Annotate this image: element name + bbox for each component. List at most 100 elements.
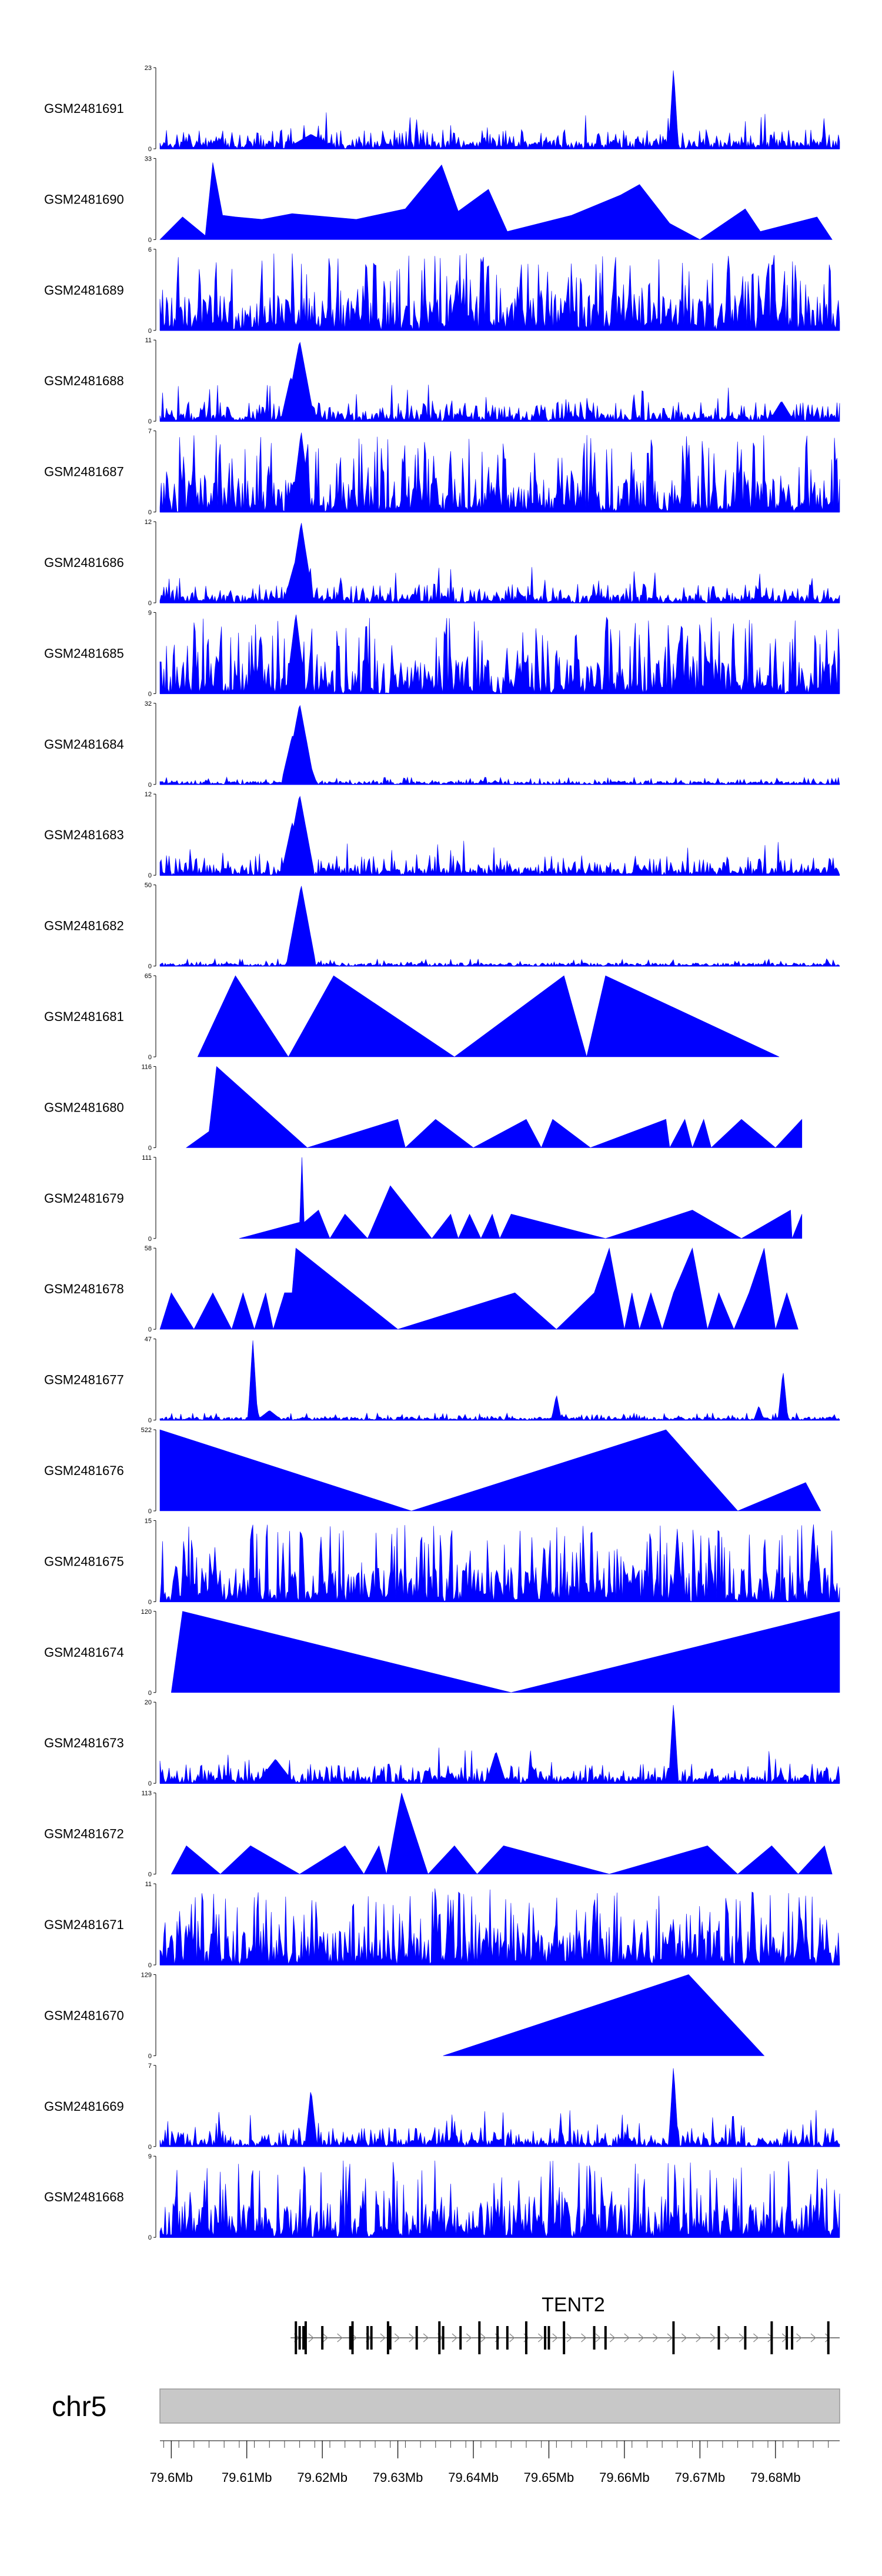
track-signal-area [171,1611,840,1693]
gene-exon [415,2326,418,2350]
axis-tick-label: 79.68Mb [750,2470,801,2485]
gene-exon [672,2321,675,2354]
strand-arrow [825,2333,831,2343]
track-GSM2481669: GSM2481669 7 0 [44,2063,840,2151]
gene-exon [544,2326,547,2350]
gene-exon [442,2326,445,2350]
track-label: GSM2481668 [44,2190,124,2204]
chromosome-ideogram: chr5 [52,2388,840,2424]
track-signal-area [159,705,840,785]
track-GSM2481687: GSM2481687 7 0 [44,428,840,516]
track-label: GSM2481676 [44,1463,124,1478]
track-ymin-label: 0 [148,963,152,970]
track-ymin-label: 0 [148,1508,152,1515]
track-signal-area [159,886,840,967]
track-label: GSM2481691 [44,101,124,116]
gene-exon [298,2326,301,2350]
gene-exon [770,2321,773,2354]
track-GSM2481681: GSM2481681 65 0 [44,973,780,1061]
track-ymin-label: 0 [148,509,152,516]
track-ymax-label: 129 [141,1971,152,1978]
track-label: GSM2481683 [44,827,124,842]
strand-arrow [753,2333,759,2343]
track-signal-area [159,253,840,331]
strand-arrow [380,2333,386,2343]
track-label: GSM2481678 [44,1282,124,1296]
track-ymax-label: 50 [145,882,152,889]
gene-exon [496,2326,499,2350]
strand-arrow [609,2333,616,2343]
track-ymax-label: 23 [145,65,152,72]
track-label: GSM2481689 [44,283,124,298]
track-ymax-label: 111 [142,1154,152,1162]
chromosome-label: chr5 [52,2391,106,2422]
track-label: GSM2481674 [44,1645,124,1660]
gene-exon [506,2326,509,2350]
gene-exon [366,2326,369,2350]
gene-exon [370,2326,373,2350]
track-signal-area [159,1247,799,1330]
track-ymax-label: 9 [148,609,152,616]
track-signal-area [159,342,840,422]
track-ymax-label: 15 [145,1517,152,1524]
track-GSM2481690: GSM2481690 33 0 [44,155,833,243]
track-label: GSM2481686 [44,555,124,570]
track-label: GSM2481684 [44,737,124,752]
track-ymin-label: 0 [148,2234,152,2241]
gene-exon [295,2321,298,2354]
gene-exon [321,2326,324,2350]
gene-exon [304,2321,307,2354]
track-signal-area [186,1066,803,1149]
track-GSM2481672: GSM2481672 113 0 [44,1790,833,1878]
track-label: GSM2481680 [44,1100,124,1115]
axis-tick-label: 79.67Mb [675,2470,726,2485]
track-ymin-label: 0 [148,1144,152,1152]
strand-arrow [537,2333,544,2343]
gene-exon [386,2321,389,2354]
track-GSM2481673: GSM2481673 20 0 [44,1699,840,1787]
track-GSM2481689: GSM2481689 6 0 [44,246,840,335]
track-ymax-label: 58 [145,1245,152,1252]
track-GSM2481682: GSM2481682 50 0 [44,882,840,970]
track-label: GSM2481688 [44,373,124,388]
signal-tracks: GSM2481691230GSM2481690330GSM248168960GS… [44,65,840,2241]
track-signal-area [159,432,840,513]
strand-arrow [337,2333,343,2343]
gene-exon [438,2321,441,2354]
track-label: GSM2481685 [44,646,124,660]
track-GSM2481691: GSM2481691 23 0 [44,65,840,153]
genome-axis: 79.6Mb 79.61Mb 79.62Mb 79.63Mb 79.64Mb 79.65M… [150,2440,840,2485]
axis-tick-label: 79.62Mb [297,2470,348,2485]
track-label: GSM2481673 [44,1736,124,1750]
track-label: GSM2481670 [44,2008,124,2023]
track-signal-area [443,1974,765,2056]
track-GSM2481677: GSM2481677 47 0 [44,1336,840,1424]
track-ymax-label: 12 [145,791,152,798]
track-ymax-label: 113 [141,1790,152,1797]
track-ymax-label: 9 [148,2153,152,2160]
track-label: GSM2481669 [44,2099,124,2114]
strand-arrow [739,2333,745,2343]
track-ymax-label: 116 [141,1063,152,1070]
track-ymin-label: 0 [148,1326,152,1333]
track-signal-area [239,1157,803,1239]
strand-arrow [581,2333,587,2343]
track-ymin-label: 0 [148,1417,152,1424]
track-signal-area [159,523,840,603]
track-label: GSM2481671 [44,1917,124,1932]
track-GSM2481678: GSM2481678 58 0 [44,1245,799,1333]
track-ymax-label: 12 [145,519,152,526]
track-signal-area [159,2160,840,2238]
track-ymax-label: 47 [145,1336,152,1343]
track-GSM2481675: GSM2481675 15 0 [44,1517,840,1606]
track-signal-area [159,614,840,695]
track-ymax-label: 33 [145,155,152,162]
axis-tick-label: 79.63Mb [373,2470,423,2485]
gene-name-label: TENT2 [542,2294,605,2316]
track-ymin-label: 0 [148,1599,152,1606]
track-signal-area [159,1704,840,1784]
track-ymin-label: 0 [148,2053,152,2060]
track-ymin-label: 0 [148,600,152,607]
track-signal-area [159,70,840,149]
axis-tick-label: 79.64Mb [448,2470,499,2485]
